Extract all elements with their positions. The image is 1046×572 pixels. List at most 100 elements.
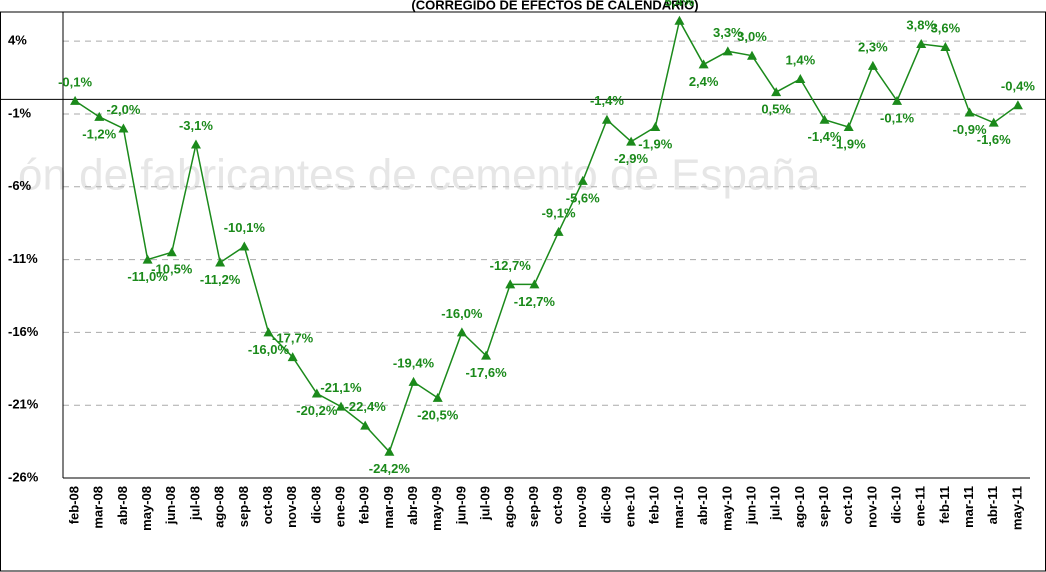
- x-tick-label: jun-08: [163, 486, 178, 525]
- data-label: -1,4%: [590, 93, 624, 108]
- point: [408, 376, 419, 386]
- x-tick-label: abr-09: [405, 486, 420, 525]
- data-label: 1,4%: [786, 52, 816, 67]
- y-tick-label: -26%: [8, 469, 39, 484]
- point: [215, 257, 226, 267]
- point: [843, 122, 854, 132]
- point: [481, 350, 492, 360]
- watermark: ón de fabricantes de cemento de España: [18, 151, 821, 200]
- x-tick-label: feb-08: [67, 486, 82, 524]
- data-label: 3,6%: [931, 20, 961, 35]
- point: [674, 15, 685, 25]
- point: [456, 327, 467, 337]
- y-tick-label: -6%: [8, 178, 32, 193]
- point: [384, 446, 395, 456]
- data-label: -17,7%: [272, 331, 314, 346]
- data-label: -2,9%: [614, 151, 648, 166]
- x-tick-label: sep-08: [236, 486, 251, 527]
- point: [601, 114, 612, 124]
- point: [118, 123, 129, 133]
- x-tick-label: ene-11: [913, 486, 928, 526]
- data-label: -12,7%: [490, 258, 532, 273]
- point: [964, 107, 975, 117]
- data-label: -10,1%: [224, 220, 266, 235]
- x-tick-label: sep-10: [816, 486, 831, 527]
- point: [577, 175, 588, 185]
- x-tick-label: jul-10: [768, 486, 783, 521]
- point: [988, 117, 999, 127]
- point: [795, 73, 806, 83]
- point: [142, 254, 153, 264]
- x-tick-label: sep-09: [526, 486, 541, 527]
- x-tick-label: jun-09: [453, 486, 468, 525]
- data-label: -10,5%: [151, 262, 193, 277]
- point: [190, 139, 201, 149]
- x-tick-label: dic-08: [308, 486, 323, 524]
- point: [626, 136, 637, 146]
- data-label: -1,9%: [832, 136, 866, 151]
- data-label: -11,0%: [127, 269, 168, 284]
- point: [311, 388, 322, 398]
- x-tick-label: feb-11: [937, 486, 952, 524]
- data-label: -9,1%: [542, 205, 576, 220]
- point: [867, 60, 878, 70]
- point: [940, 41, 951, 51]
- y-tick-label: 4%: [8, 33, 27, 48]
- y-tick-label: -11%: [8, 251, 38, 266]
- data-label: -3,1%: [179, 118, 213, 133]
- data-label: -20,5%: [417, 407, 459, 422]
- x-tick-label: ene-10: [623, 486, 638, 527]
- x-tick-label: abr-11: [985, 486, 1000, 524]
- x-tick-label: may-08: [139, 486, 154, 531]
- point: [722, 46, 733, 56]
- data-label: -16,0%: [441, 306, 483, 321]
- data-label: -0,4%: [1001, 79, 1035, 94]
- x-tick-label: ene-09: [332, 486, 347, 527]
- point: [239, 241, 250, 251]
- data-label: 2,3%: [858, 39, 888, 54]
- data-label: -1,4%: [808, 129, 842, 144]
- x-tick-label: mar-09: [381, 486, 396, 529]
- point: [70, 95, 81, 105]
- x-tick-label: dic-09: [598, 486, 613, 524]
- data-label: -1,9%: [638, 136, 672, 151]
- point: [529, 279, 540, 289]
- x-tick-label: jun-10: [743, 486, 758, 525]
- x-tick-label: dic-10: [888, 486, 903, 524]
- data-label: -11,2%: [200, 272, 241, 287]
- data-label: 3,8%: [906, 17, 936, 32]
- data-label: -2,0%: [106, 102, 140, 117]
- x-tick-label: feb-10: [647, 486, 662, 524]
- point: [892, 95, 903, 105]
- point: [94, 111, 105, 121]
- x-tick-label: feb-09: [357, 486, 372, 524]
- x-tick-label: mar-10: [671, 486, 686, 529]
- x-tick-label: nov-10: [864, 486, 879, 528]
- x-tick-label: may-10: [719, 486, 734, 531]
- x-tick-label: abr-08: [115, 486, 130, 525]
- point: [1012, 100, 1023, 110]
- x-tick-label: oct-10: [840, 486, 855, 524]
- data-label: 3,3%: [713, 25, 743, 40]
- data-label: -1,2%: [82, 126, 116, 141]
- data-label: -19,4%: [393, 355, 435, 370]
- x-tick-label: oct-08: [260, 486, 275, 524]
- data-label: 5,4%: [665, 0, 695, 9]
- data-label: 3,0%: [737, 29, 767, 44]
- x-tick-label: jul-09: [478, 486, 493, 521]
- data-label: -20,2%: [296, 403, 338, 418]
- x-tick-label: ago-08: [212, 486, 227, 528]
- x-tick-label: mar-08: [91, 486, 106, 529]
- series-line: [74, 18, 1019, 454]
- data-label: 0,5%: [761, 102, 791, 117]
- x-tick-label: mar-11: [961, 486, 976, 528]
- data-label: -0,1%: [58, 74, 92, 89]
- data-label: -16,0%: [248, 342, 290, 357]
- data-label: -0,1%: [880, 110, 914, 125]
- x-tick-label: ago-10: [792, 486, 807, 528]
- x-tick-label: oct-09: [550, 486, 565, 524]
- point: [360, 420, 371, 430]
- point: [553, 226, 564, 236]
- point: [432, 392, 443, 402]
